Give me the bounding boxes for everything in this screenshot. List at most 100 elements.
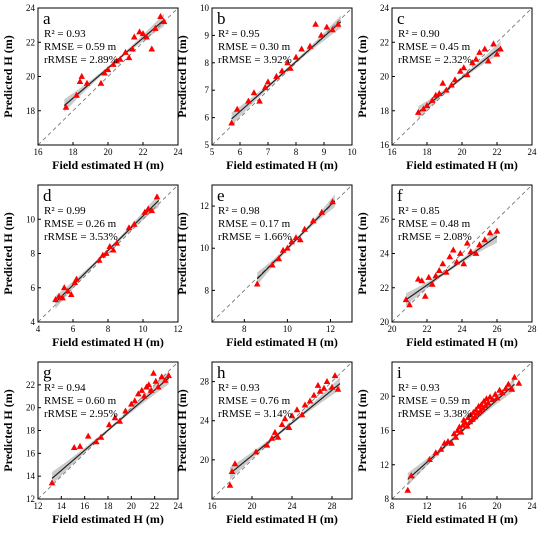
one-to-one-line — [212, 8, 352, 145]
data-point — [231, 460, 239, 467]
y-tick-label: 18 — [26, 426, 36, 436]
y-axis-label: Predicted H (m) — [1, 389, 15, 471]
panel-c: 16 18 20 22 24 16 18 20 22 24 Field estimated H (m… — [355, 3, 537, 172]
y-tick-label: 20 — [200, 455, 210, 465]
plot-area — [38, 8, 178, 145]
data-point — [93, 438, 100, 445]
y-tick-label: 5 — [205, 140, 210, 150]
rrmse-label: rRMSE = 2.08% — [398, 231, 472, 243]
y-tick-label: 6 — [205, 113, 210, 123]
x-tick-label: 20 — [388, 324, 398, 334]
data-point — [328, 383, 336, 390]
data-point — [493, 50, 501, 57]
y-tick-label: 8 — [205, 285, 210, 295]
data-point — [97, 433, 105, 440]
data-point — [78, 72, 85, 79]
y-tick-label: 24 — [26, 3, 36, 13]
y-tick-label: 28 — [200, 377, 210, 387]
x-tick-label: 16 — [208, 501, 218, 511]
rrmse-label: rRMSE = 2.95% — [44, 408, 118, 420]
x-axis-label: Field estimated H (m) — [406, 335, 518, 349]
y-tick-label: 24 — [380, 249, 390, 259]
x-tick-label: 8 — [106, 324, 111, 334]
rmse-label: RMSE = 0.17 m — [218, 218, 291, 230]
panel-letter: h — [217, 363, 226, 382]
data-point — [99, 251, 106, 258]
data-point — [278, 67, 286, 74]
y-tick-label: 26 — [380, 214, 390, 224]
data-point — [140, 392, 148, 399]
rrmse-label: rRMSE = 2.32% — [398, 54, 472, 66]
y-tick-label: 10 — [26, 214, 36, 224]
y-tick-label: 22 — [380, 37, 389, 47]
data-point — [76, 442, 84, 449]
x-tick-label: 7 — [266, 147, 271, 157]
data-point — [122, 407, 129, 414]
x-axis-label: Field estimated H (m) — [52, 158, 164, 172]
x-tick-label: 20 — [127, 501, 137, 511]
y-axis-label: Predicted H (m) — [175, 212, 189, 294]
regression-line — [55, 199, 160, 303]
y-tick-label: 22 — [380, 283, 389, 293]
data-point — [493, 394, 501, 401]
data-point — [281, 415, 289, 422]
rmse-label: RMSE = 0.45 m — [398, 41, 471, 53]
data-point — [515, 379, 523, 386]
y-tick-label: 12 — [200, 201, 209, 211]
data-point — [141, 208, 149, 215]
y-tick-label: 9 — [205, 30, 210, 40]
y-tick-label: 4 — [31, 317, 36, 327]
data-point — [484, 57, 492, 64]
data-point — [414, 108, 422, 115]
data-point — [316, 387, 324, 394]
data-point — [130, 33, 138, 40]
data-point — [116, 417, 123, 424]
regression-line — [229, 383, 341, 475]
data-point — [426, 456, 433, 462]
rmse-label: RMSE = 0.26 m — [44, 218, 117, 230]
data-point — [441, 439, 448, 446]
data-point — [154, 383, 162, 390]
data-point — [113, 239, 120, 246]
one-to-one-line — [38, 185, 178, 322]
x-tick-label: 20 — [248, 501, 258, 511]
x-tick-label: 9 — [322, 147, 327, 157]
data-point — [52, 296, 59, 303]
data-point — [329, 198, 336, 205]
data-point — [463, 422, 471, 429]
data-point — [446, 253, 454, 260]
x-tick-label: 24 — [174, 147, 184, 157]
data-point — [493, 227, 501, 234]
data-point — [64, 287, 71, 294]
plot-area — [38, 185, 178, 322]
data-point — [83, 79, 91, 86]
x-tick-label: 12 — [326, 324, 335, 334]
x-tick-label: 12 — [174, 324, 183, 334]
data-point — [301, 225, 308, 232]
plot-area — [392, 362, 532, 499]
data-point — [435, 90, 443, 96]
x-tick-label: 16 — [34, 147, 44, 157]
data-point — [310, 391, 318, 398]
data-point — [96, 256, 103, 263]
data-point — [320, 384, 328, 391]
data-point — [448, 439, 455, 446]
x-tick-label: 20 — [458, 147, 468, 157]
data-point — [418, 277, 426, 284]
data-point — [148, 207, 156, 214]
data-point — [439, 260, 447, 267]
x-axis-label: Field estimated H (m) — [52, 512, 164, 526]
y-tick-label: 8 — [205, 58, 210, 68]
y-tick-label: 8 — [385, 494, 390, 504]
y-tick-label: 18 — [26, 106, 36, 116]
rrmse-label: rRMSE = 3.53% — [44, 231, 118, 243]
data-point — [454, 426, 461, 433]
y-tick-label: 10 — [200, 243, 210, 253]
regression-line — [405, 235, 498, 301]
y-tick-label: 20 — [380, 317, 390, 327]
data-point — [111, 414, 119, 421]
x-tick-label: 26 — [493, 324, 503, 334]
